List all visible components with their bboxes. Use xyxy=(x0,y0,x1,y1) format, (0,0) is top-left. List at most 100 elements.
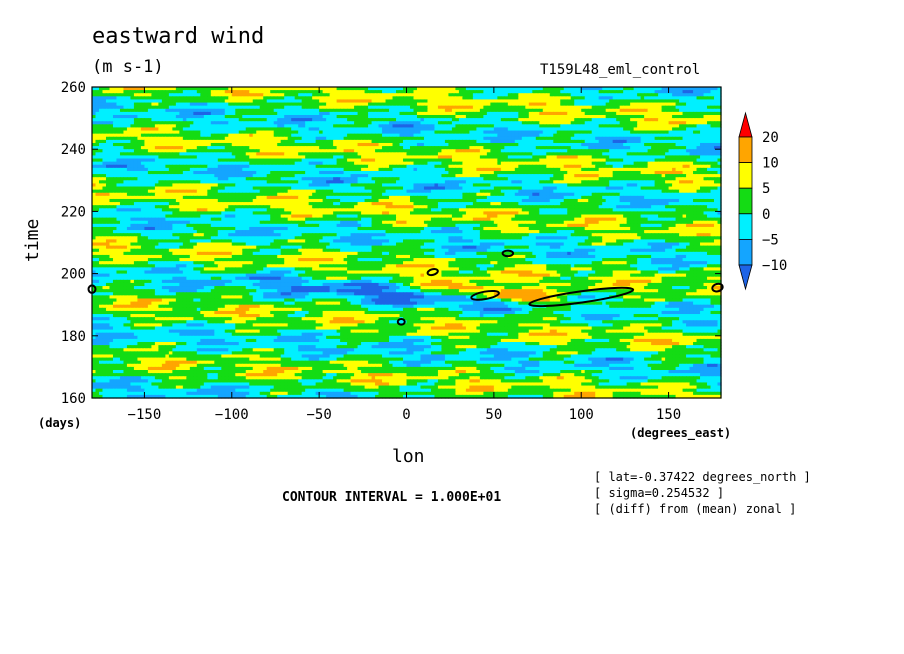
field-cell xyxy=(553,105,558,110)
field-cell xyxy=(553,111,558,116)
field-cell xyxy=(528,108,533,113)
field-cell xyxy=(308,108,313,113)
field-cell xyxy=(287,96,292,101)
field-cell xyxy=(95,152,100,157)
field-cell xyxy=(542,118,547,122)
field-cell xyxy=(609,118,614,122)
field-cell xyxy=(203,167,208,172)
field-cell xyxy=(284,142,289,147)
field-cell xyxy=(430,155,436,160)
field-cell xyxy=(154,121,159,125)
field-cell xyxy=(703,111,708,116)
field-cell xyxy=(476,158,481,163)
field-cell xyxy=(263,111,268,116)
field-cell xyxy=(361,170,366,175)
field-cell xyxy=(354,93,359,97)
field-cell xyxy=(270,99,275,104)
field-cell xyxy=(119,146,125,150)
field-cell xyxy=(186,87,191,91)
field-cell xyxy=(556,142,561,147)
field-cell xyxy=(137,158,142,163)
field-cell xyxy=(280,111,285,116)
field-cell xyxy=(696,124,701,129)
field-cell xyxy=(539,158,544,163)
field-cell xyxy=(294,152,299,157)
field-cell xyxy=(175,121,180,125)
field-cell xyxy=(280,136,285,141)
field-cell xyxy=(539,167,544,172)
field-cell xyxy=(493,130,498,135)
field-cell xyxy=(665,90,670,94)
field-cell xyxy=(528,133,533,138)
field-cell xyxy=(595,127,600,132)
field-cell xyxy=(409,114,415,119)
field-cell xyxy=(172,108,177,113)
field-cell xyxy=(396,164,401,169)
field-cell xyxy=(392,114,397,119)
field-cell xyxy=(427,102,432,107)
field-cell xyxy=(182,161,187,166)
field-cell xyxy=(416,127,422,132)
field-cell xyxy=(175,102,180,107)
field-cell xyxy=(539,118,544,122)
field-cell xyxy=(238,130,243,135)
field-cell xyxy=(399,93,404,97)
field-cell xyxy=(451,87,457,91)
field-cell xyxy=(465,124,470,129)
field-cell xyxy=(357,152,362,157)
field-cell xyxy=(430,136,436,141)
field-cell xyxy=(500,130,505,135)
field-cell xyxy=(270,93,275,97)
field-cell xyxy=(588,118,593,122)
field-cell xyxy=(189,114,194,119)
field-cell xyxy=(396,118,401,122)
field-cell xyxy=(95,108,100,113)
field-cell xyxy=(182,139,187,144)
field-cell xyxy=(703,164,708,169)
field-cell xyxy=(528,167,533,172)
field-cell xyxy=(434,108,439,113)
field-cell xyxy=(546,121,551,125)
field-cell xyxy=(511,139,516,144)
field-cell xyxy=(326,124,331,129)
field-cell xyxy=(637,155,642,160)
field-cell xyxy=(493,139,498,144)
field-cell xyxy=(430,105,436,110)
field-cell xyxy=(137,152,142,157)
field-cell xyxy=(703,130,708,135)
field-cell xyxy=(280,133,285,138)
field-cell xyxy=(389,99,394,104)
field-cell xyxy=(535,146,540,150)
field-cell xyxy=(409,108,415,113)
field-cell xyxy=(665,121,670,125)
field-cell xyxy=(682,133,687,138)
field-cell xyxy=(654,133,659,138)
field-cell xyxy=(182,93,187,97)
field-cell xyxy=(186,124,191,129)
field-cell xyxy=(252,152,257,157)
field-cell xyxy=(623,111,628,116)
field-cell xyxy=(151,161,156,166)
field-cell xyxy=(228,96,233,101)
field-cell xyxy=(483,152,488,157)
field-cell xyxy=(207,105,212,110)
field-cell xyxy=(672,127,677,132)
field-cell xyxy=(675,164,680,169)
field-cell xyxy=(612,118,617,122)
field-cell xyxy=(112,152,118,157)
field-cell xyxy=(196,93,201,97)
field-cell xyxy=(193,161,198,166)
field-cell xyxy=(441,87,446,91)
field-cell xyxy=(196,161,201,166)
field-cell xyxy=(458,142,464,147)
field-cell xyxy=(654,102,659,107)
field-cell xyxy=(619,142,624,147)
field-cell xyxy=(689,161,694,166)
field-cell xyxy=(672,121,677,125)
field-cell xyxy=(612,139,617,144)
field-cell xyxy=(707,121,712,125)
field-cell xyxy=(329,102,334,107)
field-cell xyxy=(172,90,177,94)
field-cell xyxy=(389,114,394,119)
field-cell xyxy=(640,146,645,150)
